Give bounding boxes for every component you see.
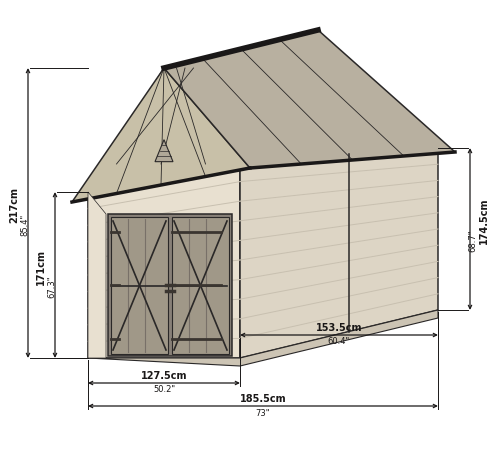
Text: 127.5cm: 127.5cm [141, 371, 187, 381]
Polygon shape [88, 192, 106, 358]
Polygon shape [72, 68, 250, 202]
Text: 67.3": 67.3" [48, 276, 56, 298]
Text: 73": 73" [256, 409, 270, 418]
Polygon shape [240, 148, 438, 358]
Polygon shape [88, 162, 240, 358]
Polygon shape [155, 140, 173, 162]
Text: 60.4": 60.4" [328, 338, 350, 346]
Polygon shape [172, 217, 229, 354]
Text: 171cm: 171cm [36, 249, 46, 285]
Text: 153.5cm: 153.5cm [316, 323, 362, 333]
Text: 174.5cm: 174.5cm [479, 198, 489, 244]
Polygon shape [88, 68, 240, 192]
Polygon shape [88, 310, 438, 366]
Polygon shape [108, 214, 232, 356]
Text: 50.2": 50.2" [153, 386, 175, 394]
Polygon shape [164, 30, 455, 168]
Text: 185.5cm: 185.5cm [240, 394, 286, 404]
Text: 85.4": 85.4" [20, 214, 30, 236]
Polygon shape [111, 217, 168, 354]
Text: 68.7": 68.7" [468, 230, 477, 252]
Text: 217cm: 217cm [9, 187, 19, 223]
